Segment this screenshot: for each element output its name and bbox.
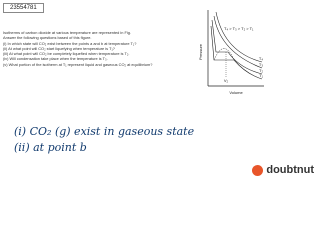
relation: T₄ > T₃ > T₂ > T₁ xyxy=(224,26,254,31)
x-label: Volume xyxy=(229,90,243,95)
answer-line: (i) CO₂ (g) exist in gaseous state xyxy=(14,125,195,138)
brand: doubtnut xyxy=(252,164,314,176)
video-id: 23554781 xyxy=(3,3,44,13)
isotherm xyxy=(215,11,263,63)
isotherm xyxy=(210,25,263,80)
isotherm xyxy=(213,15,263,69)
brand-name: doubtnut xyxy=(266,164,314,176)
brand-logo xyxy=(252,164,264,176)
isotherm xyxy=(211,19,263,75)
answer-line: (ii) at point b xyxy=(14,141,87,154)
question-line: (iv) Will condensation take place when t… xyxy=(3,56,108,62)
question-line: (ii) At what point will CO₂ start liquef… xyxy=(3,45,115,51)
curve-label: T₄ xyxy=(259,56,263,61)
figure: Pressure Volume T₄ > T₃ > T₂ > T₁ V₂ T₄ … xyxy=(198,10,264,95)
question-line: Answer the following questions based of … xyxy=(3,35,92,41)
volume-mark: V₂ xyxy=(224,78,229,83)
screen: 23554781 Isotherms of carbon dioxide at … xyxy=(3,3,314,176)
question-line: Isotherms of carbon dioxide at various t… xyxy=(3,30,132,35)
question-line: (v) What portion of the isotherm at T₁ r… xyxy=(3,61,153,67)
question: Isotherms of carbon dioxide at various t… xyxy=(3,30,193,67)
curve-label: T₁ xyxy=(259,73,263,78)
curve-label: T₃ xyxy=(259,62,263,67)
handwritten-answer: (i) CO₂ (g) exist in gaseous state (ii) … xyxy=(14,124,194,156)
curve-label: T₂ xyxy=(259,68,263,73)
dome xyxy=(213,48,235,61)
question-line: (i) In which state will CO₂ exist betwee… xyxy=(3,40,137,46)
question-line: (iii) At what point will CO₂ be complete… xyxy=(3,51,130,57)
y-label: Pressure xyxy=(198,43,203,60)
